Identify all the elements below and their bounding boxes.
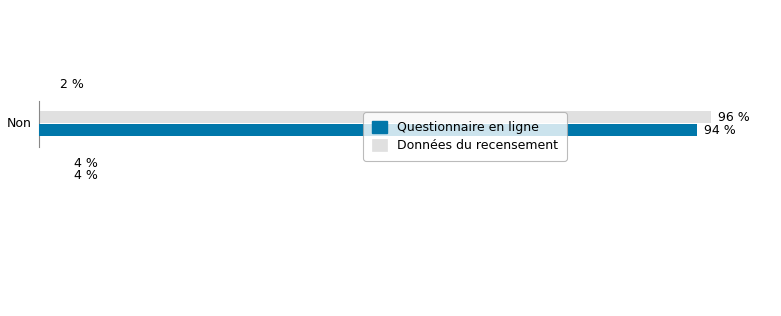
Text: 4 %: 4 % bbox=[73, 169, 98, 182]
Legend: Questionnaire en ligne, Données du recensement: Questionnaire en ligne, Données du recen… bbox=[363, 112, 567, 161]
Text: 4 %: 4 % bbox=[73, 156, 98, 170]
Bar bbox=[39, 157, 66, 169]
Bar bbox=[39, 79, 53, 90]
Text: 96 %: 96 % bbox=[718, 111, 750, 124]
Bar bbox=[39, 124, 697, 136]
Bar bbox=[39, 112, 711, 123]
Text: 2 %: 2 % bbox=[60, 78, 84, 91]
Text: 94 %: 94 % bbox=[704, 124, 736, 137]
Bar bbox=[39, 170, 66, 182]
